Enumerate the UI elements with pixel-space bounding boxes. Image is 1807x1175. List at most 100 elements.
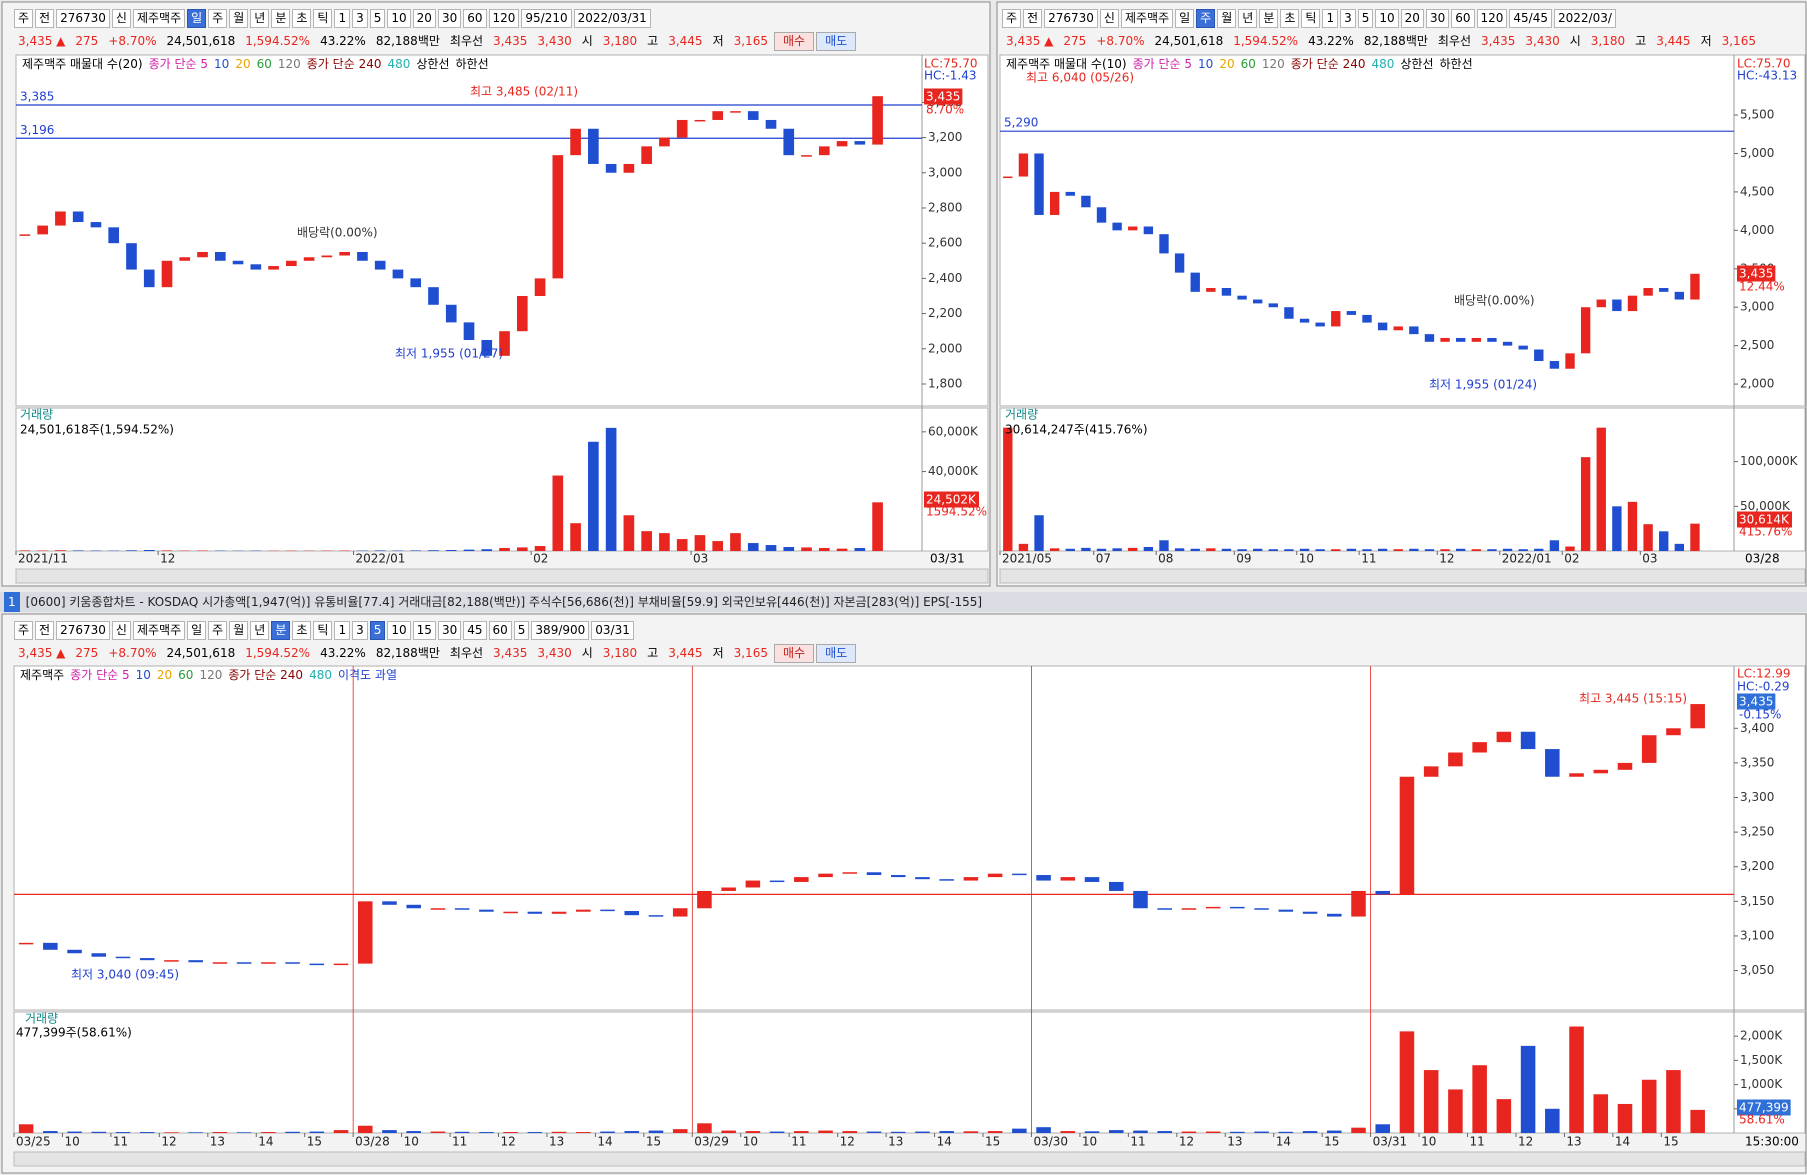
toolbar-button[interactable]: 일 <box>187 621 207 640</box>
toolbar-button[interactable]: 년 <box>250 621 270 640</box>
toolbar-button[interactable]: 5 <box>1357 9 1374 28</box>
toolbar-button[interactable]: 1 <box>334 9 351 28</box>
toolbar-button[interactable]: 03/31 <box>591 621 634 640</box>
toolbar-button[interactable]: 제주맥주 <box>132 621 186 640</box>
toolbar-button[interactable]: 1 <box>334 621 351 640</box>
candle <box>801 155 812 157</box>
toolbar-button[interactable]: 3 <box>352 621 368 640</box>
toolbar-button[interactable]: 월 <box>1217 9 1237 28</box>
toolbar-button[interactable]: 45/45 <box>1509 9 1552 28</box>
toolbar-button[interactable]: 주 <box>208 621 228 640</box>
candle <box>268 266 279 270</box>
toolbar-button[interactable]: 신 <box>1099 9 1119 28</box>
toolbar-button[interactable]: 틱 <box>1301 9 1321 28</box>
toolbar-button[interactable]: 389/900 <box>531 621 590 640</box>
candle <box>1112 222 1122 231</box>
volume-bar <box>18 1124 34 1133</box>
toolbar-button[interactable]: 120 <box>1476 9 1508 28</box>
toolbar-button[interactable]: 10 <box>387 9 411 28</box>
toolbar-button[interactable]: 제주맥주 <box>132 9 186 28</box>
info-bar: 3,435 ▲ 275 +8.70% 24,501,618 1,594.52% 43.22… <box>14 31 974 52</box>
candle <box>818 873 833 878</box>
toolbar-button[interactable]: 전 <box>35 9 55 28</box>
toolbar-button[interactable]: 초 <box>292 621 312 640</box>
toolbar-button[interactable]: 제주맥주 <box>1120 9 1174 28</box>
candle <box>1377 322 1388 331</box>
toolbar-button[interactable]: 일 <box>187 9 207 28</box>
toolbar-button[interactable]: 276730 <box>56 9 110 28</box>
toolbar-button[interactable]: 초 <box>1280 9 1300 28</box>
toolbar-button[interactable]: 276730 <box>56 621 110 640</box>
toolbar-button[interactable]: 월 <box>229 621 249 640</box>
toolbar-button[interactable]: 5 <box>369 621 386 640</box>
toolbar-button[interactable]: 틱 <box>313 9 333 28</box>
y-tick-label: 2,000 <box>928 341 962 355</box>
toolbar-button[interactable]: 20 <box>1400 9 1424 28</box>
window-number[interactable]: 1 <box>4 592 20 612</box>
toolbar-button[interactable]: 주 <box>14 9 34 28</box>
annotation: HC:-43.13 <box>1737 69 1797 83</box>
candle <box>1423 766 1439 777</box>
toolbar-button[interactable]: 5 <box>513 621 530 640</box>
toolbar-button[interactable]: 60 <box>488 621 512 640</box>
toolbar-button[interactable]: 120 <box>488 9 520 28</box>
toolbar-button[interactable]: 2022/03/31 <box>573 9 651 28</box>
toolbar-button[interactable]: 전 <box>35 621 55 640</box>
toolbar-button[interactable]: 주 <box>14 621 34 640</box>
toolbar-button[interactable]: 60 <box>463 9 487 28</box>
order-button[interactable]: 매도 <box>816 644 857 663</box>
volume-bar <box>1393 549 1403 551</box>
toolbar-button[interactable]: 45 <box>463 621 487 640</box>
candle <box>1278 909 1294 912</box>
volume-bar <box>67 1131 82 1133</box>
order-button[interactable]: 매도 <box>816 32 857 51</box>
toolbar-button[interactable]: 년 <box>1238 9 1258 28</box>
toolbar-button[interactable]: 주 <box>1196 9 1216 28</box>
order-button[interactable]: 매수 <box>773 32 815 51</box>
toolbar-button[interactable]: 3 <box>1340 9 1356 28</box>
candle <box>1690 273 1700 300</box>
toolbar-button[interactable]: 주 <box>208 9 228 28</box>
toolbar-button[interactable]: 3 <box>352 9 368 28</box>
toolbar-button[interactable]: 틱 <box>313 621 333 640</box>
toolbar-button[interactable]: 분 <box>271 621 291 640</box>
toolbar-button[interactable]: 30 <box>437 9 462 28</box>
toolbar-button[interactable]: 10 <box>387 621 411 640</box>
reference-label: 3,385 <box>20 89 54 103</box>
volume-bar <box>747 543 759 551</box>
toolbar-button[interactable]: 분 <box>271 9 291 28</box>
toolbar-button[interactable]: 전 <box>1023 9 1043 28</box>
info-value: 3,430 <box>537 646 572 660</box>
toolbar-button[interactable]: 년 <box>250 9 270 28</box>
x-tick-label: 11 <box>1130 1135 1145 1149</box>
toolbar-button[interactable]: 276730 <box>1044 9 1098 28</box>
toolbar-button[interactable]: 20 <box>412 9 436 28</box>
volume-bar <box>1205 1131 1221 1133</box>
toolbar-button[interactable]: 초 <box>292 9 312 28</box>
toolbar-button[interactable]: 60 <box>1451 9 1475 28</box>
toolbar-button[interactable]: 신 <box>111 9 131 28</box>
annotation: 03/31 <box>930 552 965 566</box>
toolbar-button[interactable]: 30 <box>437 621 462 640</box>
candle <box>139 958 155 961</box>
toolbar-button[interactable]: 95/210 <box>521 9 572 28</box>
volume-bar <box>1252 548 1263 551</box>
toolbar-button[interactable]: 1 <box>1322 9 1339 28</box>
toolbar-button[interactable]: 5 <box>369 9 386 28</box>
candle <box>333 963 349 966</box>
candle <box>672 908 688 917</box>
toolbar-button[interactable]: 30 <box>1425 9 1450 28</box>
toolbar-button[interactable]: 10 <box>1375 9 1399 28</box>
x-tick-label: 03 <box>693 552 708 566</box>
y-tick-label: 3,400 <box>1740 721 1774 735</box>
toolbar-button[interactable]: 15 <box>412 621 436 640</box>
toolbar-button[interactable]: 주 <box>1002 9 1022 28</box>
toolbar-button[interactable]: 신 <box>111 621 131 640</box>
toolbar-button[interactable]: 분 <box>1259 9 1279 28</box>
toolbar-button[interactable]: 2022/03/ <box>1554 9 1616 28</box>
order-button[interactable]: 매수 <box>773 644 815 663</box>
toolbar-button[interactable]: 일 <box>1175 9 1195 28</box>
toolbar-button[interactable]: 월 <box>229 9 249 28</box>
x-tick-label: 10 <box>1299 552 1314 566</box>
